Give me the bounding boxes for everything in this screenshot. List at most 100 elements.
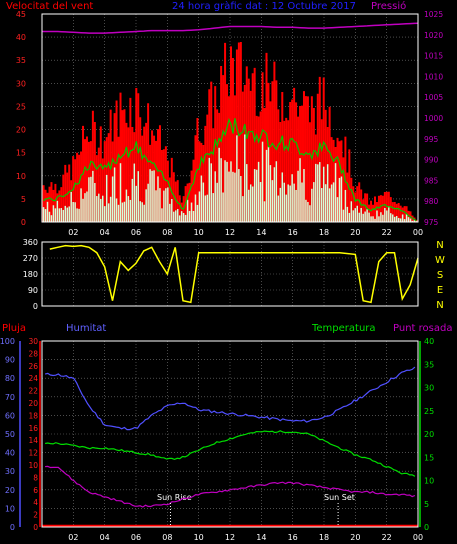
sunset-label: Sun Set xyxy=(324,493,355,502)
temp-y-tick-0: 0 xyxy=(424,523,429,532)
temp-y-tick-4: 20 xyxy=(424,430,434,439)
wind-x-tick-3: 08 xyxy=(162,228,172,237)
wx-x-tick-3: 08 xyxy=(162,533,172,542)
compass-label-2: S xyxy=(437,270,443,281)
pressure-y-tick-5: 1000 xyxy=(424,114,443,123)
wind-x-tick-4: 10 xyxy=(194,228,204,237)
rain-y-tick-13: 26 xyxy=(28,362,38,371)
compass-label-0: N xyxy=(436,240,443,251)
rain-y-tick-5: 10 xyxy=(28,461,38,470)
wind-x-tick-2: 06 xyxy=(131,228,141,237)
humidity-y-tick-7: 70 xyxy=(5,393,15,402)
rain-y-tick-8: 16 xyxy=(28,424,38,433)
wx-x-tick-4: 10 xyxy=(194,533,204,542)
dir-y-tick-4: 360 xyxy=(23,238,38,247)
wx-x-tick-1: 04 xyxy=(100,533,110,542)
rain-y-tick-4: 8 xyxy=(33,473,38,482)
dir-y-tick-3: 270 xyxy=(23,254,38,263)
pressure-y-tick-0: 975 xyxy=(424,218,439,227)
temperature-line xyxy=(44,430,416,477)
wx-x-tick-6: 14 xyxy=(256,533,266,542)
dir-y-tick-0: 0 xyxy=(33,302,38,311)
compass-label-3: E xyxy=(437,285,443,296)
temp-y-tick-6: 30 xyxy=(424,384,434,393)
rain-y-tick-6: 12 xyxy=(28,449,38,458)
humidity-y-tick-10: 100 xyxy=(0,337,15,346)
sunrise-label: Sun Rise xyxy=(157,493,192,502)
pressure-title: Pressió xyxy=(371,0,406,12)
wind-y-tick-9: 45 xyxy=(16,10,26,19)
graph-title: 24 hora gràfic dat : 12 Octubre 2017 xyxy=(172,0,356,12)
dewpoint-label: Punt rosada xyxy=(393,323,452,334)
temp-y-tick-8: 40 xyxy=(424,337,434,346)
pressure-y-tick-10: 1025 xyxy=(424,10,443,19)
pressure-y-tick-3: 990 xyxy=(424,156,439,165)
wx-x-tick-9: 20 xyxy=(350,533,360,542)
temp-y-tick-7: 35 xyxy=(424,360,434,369)
wx-x-tick-7: 16 xyxy=(288,533,298,542)
rain-y-tick-9: 18 xyxy=(28,411,38,420)
humidity-y-tick-5: 50 xyxy=(5,430,15,439)
wind-x-tick-8: 18 xyxy=(319,228,329,237)
pressure-y-tick-2: 985 xyxy=(424,176,439,185)
pressure-y-tick-4: 995 xyxy=(424,135,439,144)
rain-y-tick-12: 24 xyxy=(28,374,38,383)
wind-y-tick-7: 35 xyxy=(16,56,26,65)
wx-x-tick-11: 00 xyxy=(413,533,423,542)
rain-y-tick-10: 20 xyxy=(28,399,38,408)
pressure-y-tick-1: 980 xyxy=(424,197,439,206)
wx-x-tick-2: 06 xyxy=(131,533,141,542)
temp-y-tick-5: 25 xyxy=(424,407,434,416)
wx-x-tick-0: 02 xyxy=(68,533,78,542)
compass-label-4: N xyxy=(436,300,443,311)
humidity-y-tick-6: 60 xyxy=(5,411,15,420)
wind-x-tick-10: 22 xyxy=(382,228,392,237)
humidity-y-tick-8: 80 xyxy=(5,374,15,383)
wind-x-tick-9: 20 xyxy=(350,228,360,237)
rain-y-tick-14: 28 xyxy=(28,349,38,358)
wind-x-tick-7: 16 xyxy=(288,228,298,237)
wind-y-tick-6: 30 xyxy=(16,79,26,88)
humidity-y-tick-1: 10 xyxy=(5,504,15,513)
rain-label: Pluja xyxy=(2,323,26,334)
dir-y-tick-2: 180 xyxy=(23,270,38,279)
rain-y-tick-15: 30 xyxy=(28,337,38,346)
wind-y-tick-0: 0 xyxy=(21,218,26,227)
wind-y-tick-8: 40 xyxy=(16,33,26,42)
wind-x-tick-1: 04 xyxy=(100,228,110,237)
temp-y-tick-1: 5 xyxy=(424,500,429,509)
wind-x-tick-0: 02 xyxy=(68,228,78,237)
temp-y-tick-3: 15 xyxy=(424,453,434,462)
wind-x-tick-5: 12 xyxy=(225,228,235,237)
wind-direction-line xyxy=(49,244,419,304)
rain-y-tick-0: 0 xyxy=(33,523,38,532)
wind-y-tick-4: 20 xyxy=(16,126,26,135)
wind-x-tick-6: 14 xyxy=(256,228,266,237)
pressure-y-tick-6: 1005 xyxy=(424,93,443,102)
wind-y-tick-3: 15 xyxy=(16,149,26,158)
dewpoint-line xyxy=(45,465,416,508)
rain-y-tick-7: 14 xyxy=(28,436,38,445)
wind-y-tick-5: 25 xyxy=(16,102,26,111)
pressure-line xyxy=(42,22,419,34)
rain-y-tick-3: 6 xyxy=(33,486,38,495)
pressure-y-tick-9: 1020 xyxy=(424,31,443,40)
humidity-y-tick-2: 20 xyxy=(5,486,15,495)
humidity-line xyxy=(44,366,416,431)
compass-label-1: W xyxy=(435,255,445,266)
wind-y-tick-2: 10 xyxy=(16,172,26,181)
humidity-label: Humitat xyxy=(66,323,106,334)
humidity-y-tick-9: 90 xyxy=(5,356,15,365)
wx-x-tick-8: 18 xyxy=(319,533,329,542)
wind-frame xyxy=(41,13,419,223)
wx-x-tick-5: 12 xyxy=(225,533,235,542)
humidity-y-tick-3: 30 xyxy=(5,467,15,476)
rain-y-tick-11: 22 xyxy=(28,387,38,396)
wind-y-tick-1: 5 xyxy=(21,195,26,204)
wind-title: Velocitat del vent xyxy=(6,1,93,12)
rain-y-tick-2: 4 xyxy=(33,498,38,507)
temperature-label: Temperatura xyxy=(311,323,376,334)
wx-x-tick-10: 22 xyxy=(382,533,392,542)
